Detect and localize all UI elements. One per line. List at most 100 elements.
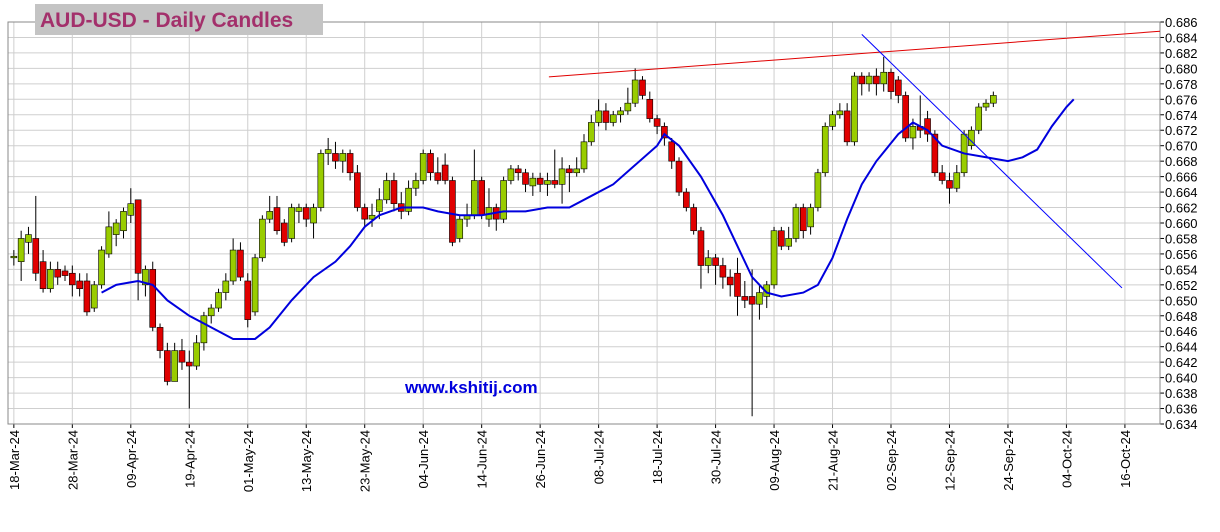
y-tick-label: 0.640 [1165,371,1198,386]
candle-body [39,261,47,290]
candle-body [178,350,186,363]
candle-body [229,249,237,282]
line [861,34,1123,289]
x-tick-label: 14-Jun-24 [475,430,490,489]
candle-body [924,118,931,135]
candle-body [909,126,917,139]
x-tick-label: 19-Apr-24 [182,430,197,488]
candle-body [653,118,661,127]
candle-body [346,153,354,174]
y-tick-label: 0.670 [1165,139,1198,154]
candle-body [441,164,449,181]
candle-body [295,207,303,212]
candle-body [127,203,135,216]
candle-body [588,122,595,143]
candle-body [902,95,909,139]
candle-body [478,180,485,216]
candle-body [134,199,142,274]
candle-body [456,218,464,239]
y-tick-label: 0.654 [1165,262,1198,277]
candle-body [946,180,953,189]
candle-body [580,141,588,170]
candle-body [887,71,895,92]
candle-body [953,172,961,189]
candle-body [880,71,887,85]
y-tick-label: 0.642 [1165,355,1198,370]
candle-body [237,249,244,278]
labels: 0.6860.6840.6820.6800.6780.6760.6740.672… [7,15,1198,492]
candle-body [697,230,705,266]
candle-body [25,234,32,243]
y-tick-label: 0.648 [1165,309,1198,324]
candle-body [602,110,610,123]
candle-body [171,350,178,382]
candle-body [281,222,288,243]
candle-body [83,280,91,313]
candle-body [865,75,873,85]
y-tick-label: 0.676 [1165,92,1198,107]
x-tick-label: 09-Aug-24 [767,430,782,491]
candle-body [419,153,427,181]
candle-body [668,141,676,162]
y-tick-label: 0.652 [1165,278,1198,293]
x-tick-label: 28-Mar-24 [65,430,80,490]
candle-body [361,207,369,220]
candle-body [259,218,266,259]
candle-body [317,153,325,208]
candle-body [193,342,200,367]
candle-body [646,99,654,119]
candle-body [558,168,566,185]
x-tick-label: 26-Jun-24 [533,430,548,489]
candle-body [536,177,544,185]
candle-body [390,180,398,204]
y-tick-label: 0.678 [1165,77,1198,92]
y-tick-label: 0.650 [1165,293,1198,308]
candle-body [609,114,617,123]
candle-body [500,180,507,220]
candle-body [982,102,990,108]
candle-body [829,114,836,127]
candle-body [683,191,690,208]
y-tick-label: 0.634 [1165,417,1198,432]
candle-body [90,284,98,309]
y-tick-label: 0.666 [1165,170,1198,185]
candle-body [10,255,18,259]
candle-body [324,149,332,154]
y-tick-label: 0.646 [1165,324,1198,339]
title-box [35,4,323,35]
candle-body [873,75,880,85]
candle-body [734,272,741,297]
candle-body [61,270,69,276]
x-tick-label: 08-Jul-24 [592,430,607,484]
candle-body [975,106,983,131]
candle-body [938,172,946,181]
x-tick-label: 01-May-24 [241,430,256,492]
candle-body [756,292,763,305]
candle-body [32,238,40,274]
grid [8,21,1164,428]
candle-body [573,168,580,174]
candle-body [185,361,193,367]
line [548,30,1161,78]
candle-body [807,207,814,228]
candle-body [551,180,559,185]
candle-body [529,177,537,187]
candle-body [624,102,632,112]
candle-body [675,160,683,193]
candle-body [814,172,822,208]
candle-body [69,272,76,286]
candle-body [434,172,442,181]
plot-frame [7,21,1161,425]
candle-body [207,307,215,317]
candle-body [595,110,602,123]
candle-body [661,126,668,139]
candle-body [120,211,127,232]
x-tick-label: 04-Jun-24 [416,430,431,489]
x-tick-label: 13-May-24 [299,430,314,492]
x-tick-label: 18-Mar-24 [7,430,22,490]
candle-body [471,180,478,216]
candle-body [821,126,829,174]
candle-body [368,214,376,220]
y-tick-label: 0.644 [1165,340,1198,355]
